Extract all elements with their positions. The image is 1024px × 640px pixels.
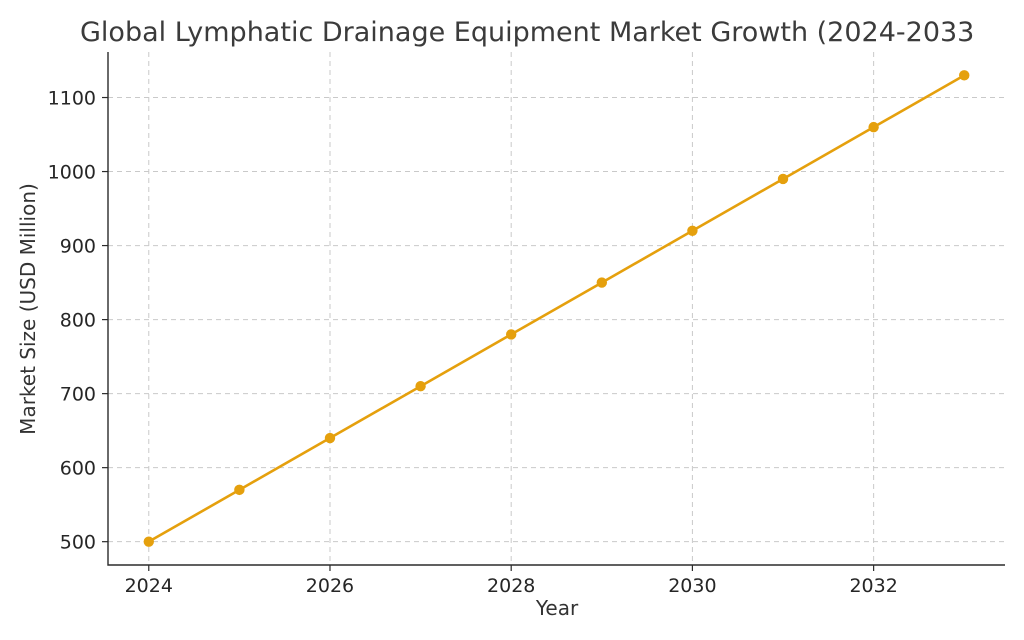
y-tick-label: 700 xyxy=(60,384,96,406)
data-point-2032 xyxy=(868,121,879,133)
x-tick-label: 2030 xyxy=(668,575,716,597)
series-layer xyxy=(143,70,970,547)
x-tick-label: 2024 xyxy=(125,575,173,597)
x-axis-ticks: 2024 2026 2028 2030 2032 xyxy=(125,565,898,597)
data-point-2030 xyxy=(687,225,698,236)
y-tick-label: 1000 xyxy=(48,162,96,184)
x-tick-label: 2026 xyxy=(306,575,354,597)
y-tick-label: 500 xyxy=(60,532,96,554)
data-point-2024 xyxy=(143,536,154,547)
y-tick-label: 800 xyxy=(60,310,96,332)
y-axis-label: Market Size (USD Million) xyxy=(16,183,40,435)
y-tick-label: 600 xyxy=(60,458,96,480)
data-point-2031 xyxy=(777,173,789,185)
data-point-2025 xyxy=(234,484,245,496)
y-axis-ticks: 500 600 700 800 900 1000 1100 xyxy=(48,88,108,554)
grid-lines xyxy=(108,52,1005,565)
x-tick-label: 2032 xyxy=(849,575,897,597)
y-tick-label: 1100 xyxy=(48,88,96,110)
axis-spines xyxy=(107,52,1005,566)
y-tick-label: 900 xyxy=(60,236,96,258)
data-point-2026 xyxy=(324,432,336,444)
data-point-2027 xyxy=(415,381,426,392)
data-point-2028 xyxy=(505,329,517,340)
x-axis-label: Year xyxy=(535,596,579,620)
data-point-2033 xyxy=(959,70,970,81)
x-tick-label: 2028 xyxy=(487,575,535,597)
chart-title: Global Lymphatic Drainage Equipment Mark… xyxy=(80,17,974,48)
data-point-2029 xyxy=(596,277,608,288)
series-line xyxy=(148,74,965,543)
axes xyxy=(107,52,1005,566)
